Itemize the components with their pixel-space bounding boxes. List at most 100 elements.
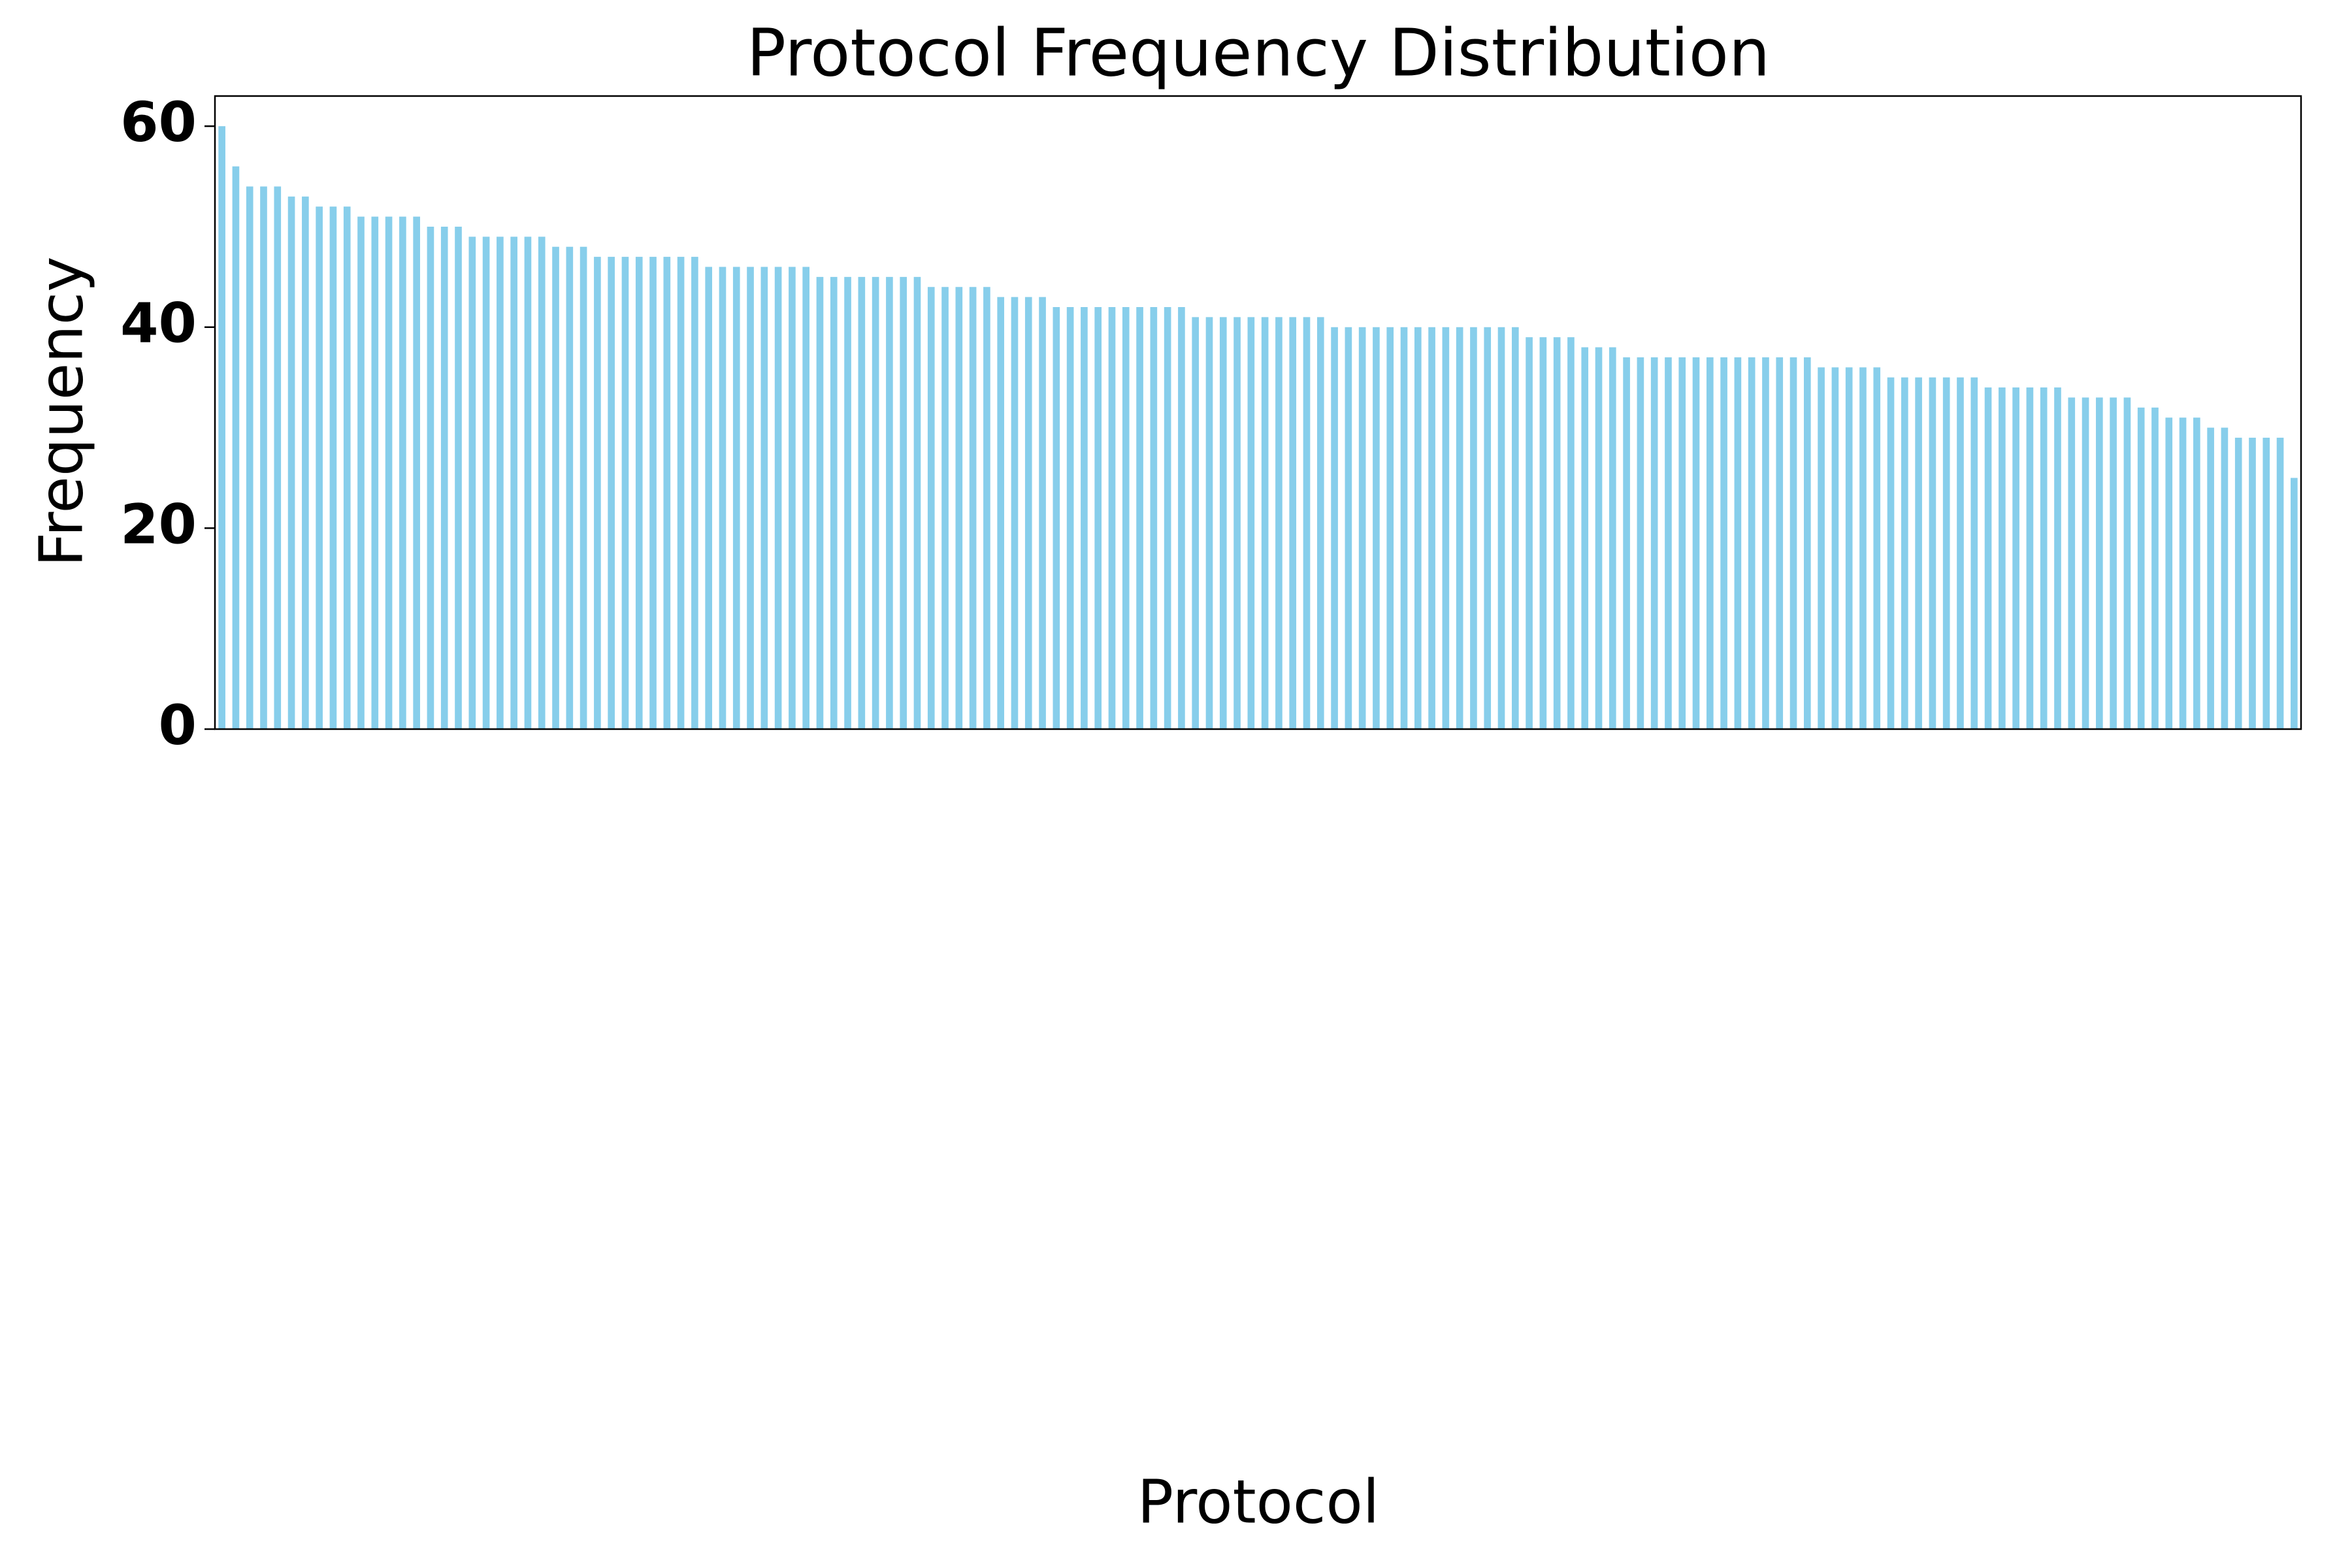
- bar: [413, 216, 420, 730]
- bar: [1511, 327, 1519, 729]
- bar: [1178, 307, 1185, 729]
- bar: [1289, 317, 1297, 729]
- bar: [1609, 347, 1616, 729]
- bar: [1650, 357, 1658, 729]
- bar: [941, 287, 949, 729]
- bar: [2179, 417, 2187, 729]
- bar: [1999, 387, 2006, 729]
- bar: [1373, 327, 1380, 729]
- bar: [1484, 327, 1492, 729]
- bar: [510, 237, 517, 729]
- bar: [663, 257, 671, 730]
- bar: [1316, 317, 1324, 729]
- bar: [468, 237, 476, 729]
- bar: [830, 276, 838, 729]
- bar: [1331, 327, 1338, 729]
- bar: [1692, 357, 1700, 729]
- bar: [1428, 327, 1435, 729]
- bar: [1581, 347, 1589, 729]
- bar: [760, 267, 768, 729]
- bar: [955, 287, 963, 729]
- bar: [1261, 317, 1269, 729]
- bar: [1136, 307, 1143, 729]
- bar: [1831, 367, 1839, 729]
- bar: [677, 257, 685, 730]
- y-tick-label: 20: [120, 492, 197, 556]
- bar: [2096, 397, 2103, 729]
- bar: [1094, 307, 1102, 729]
- bar: [1553, 337, 1561, 729]
- bar: [1345, 327, 1352, 729]
- bar: [482, 237, 490, 729]
- bar: [1233, 317, 1241, 729]
- bar: [1776, 357, 1784, 729]
- bar: [1706, 357, 1714, 729]
- bar: [1748, 357, 1756, 729]
- bar: [1734, 357, 1742, 729]
- bar: [538, 237, 546, 729]
- bar: [2054, 387, 2061, 729]
- bar: [635, 257, 643, 730]
- bar: [1275, 317, 1282, 729]
- bar: [732, 267, 740, 729]
- bar: [1400, 327, 1408, 729]
- bar: [1665, 357, 1672, 729]
- bar: [1762, 357, 1769, 729]
- bar: [1637, 357, 1644, 729]
- bar: [1497, 327, 1505, 729]
- bar: [260, 186, 267, 729]
- bar: [552, 246, 559, 729]
- bar: [997, 297, 1005, 730]
- bar: [872, 276, 879, 729]
- bar: [1219, 317, 1227, 729]
- bar: [385, 216, 393, 730]
- bar: [705, 267, 712, 729]
- bar: [2137, 407, 2145, 729]
- bar: [2262, 437, 2270, 729]
- bar: [2207, 427, 2214, 729]
- bar: [1595, 347, 1603, 729]
- bar: [1859, 367, 1867, 729]
- bar: [858, 276, 866, 729]
- bar: [1901, 377, 1908, 729]
- y-tick-label: 40: [120, 291, 197, 355]
- bar: [524, 237, 532, 729]
- bar: [1789, 357, 1797, 729]
- bar: [1247, 317, 1255, 729]
- bar: [927, 287, 935, 729]
- bar: [1915, 377, 1922, 729]
- bar: [2291, 478, 2298, 729]
- bar: [455, 226, 462, 729]
- bar: [1957, 377, 1964, 729]
- bar: [1205, 317, 1213, 729]
- bar: [1720, 357, 1727, 729]
- bar: [1539, 337, 1547, 729]
- y-axis-label: Frequency: [26, 256, 96, 566]
- bar: [1039, 297, 1046, 730]
- bar: [1108, 307, 1116, 729]
- bar: [1122, 307, 1130, 729]
- y-tick-label: 0: [159, 693, 197, 757]
- bar: [1970, 377, 1978, 729]
- bar: [357, 216, 365, 730]
- bar: [816, 276, 824, 729]
- bar: [1818, 367, 1825, 729]
- bar: [1887, 377, 1895, 729]
- bar: [1942, 377, 1950, 729]
- bar: [844, 276, 851, 729]
- bar: [580, 246, 587, 729]
- bar: [1526, 337, 1533, 729]
- bar: [2012, 387, 2019, 729]
- bar: [1024, 297, 1032, 730]
- y-tick-label: 60: [120, 90, 197, 154]
- bar: [719, 267, 727, 729]
- bar: [218, 126, 225, 730]
- bar: [774, 267, 782, 729]
- bar: [802, 267, 810, 729]
- bar: [1303, 317, 1311, 729]
- bar: [1358, 327, 1366, 729]
- bar: [691, 257, 698, 730]
- bar: [1011, 297, 1019, 730]
- bar: [1804, 357, 1811, 729]
